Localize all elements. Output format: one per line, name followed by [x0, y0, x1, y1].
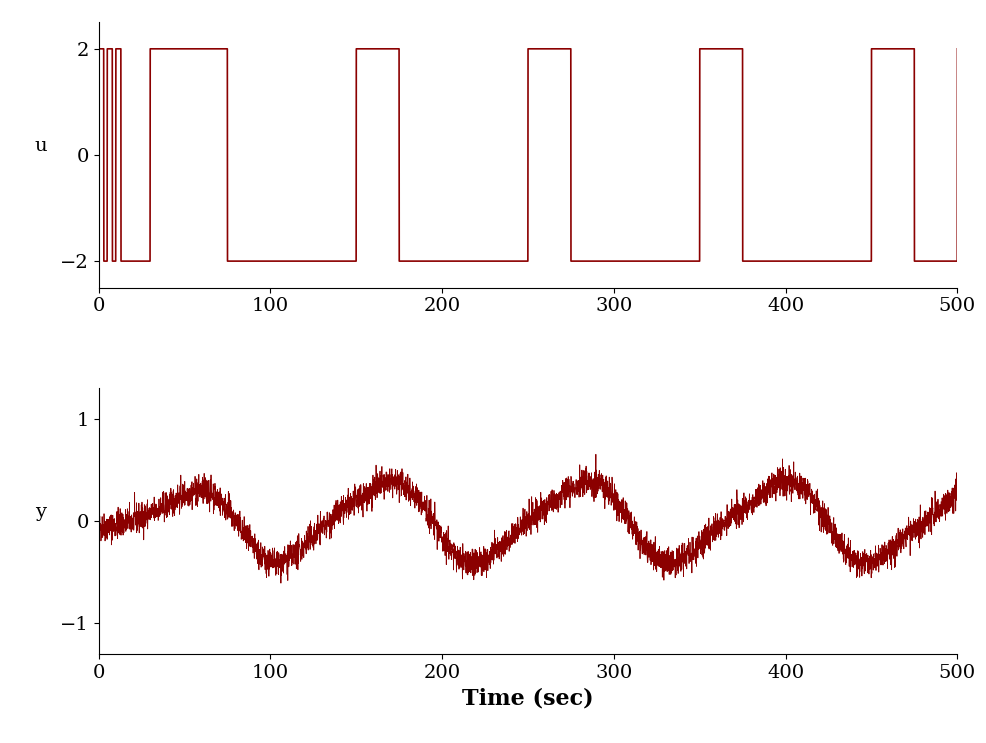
- X-axis label: Time (sec): Time (sec): [461, 687, 594, 709]
- Y-axis label: y: y: [35, 503, 46, 521]
- Y-axis label: u: u: [35, 137, 47, 155]
